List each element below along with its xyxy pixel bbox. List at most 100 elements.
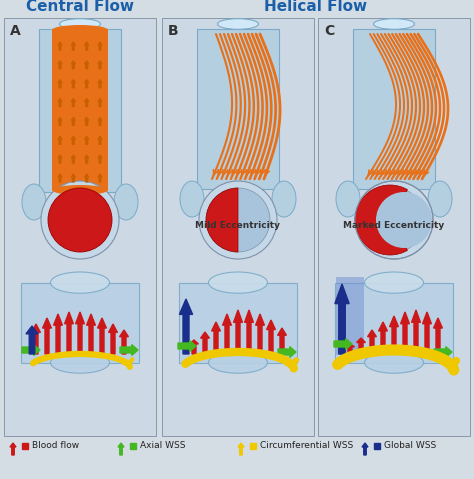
FancyArrow shape	[119, 330, 128, 354]
FancyArrow shape	[356, 338, 365, 354]
FancyArrow shape	[98, 80, 102, 88]
Bar	[336, 277, 364, 355]
Circle shape	[48, 188, 112, 252]
FancyArrow shape	[278, 328, 286, 354]
Text: Mild Eccentricity: Mild Eccentricity	[195, 221, 281, 230]
FancyArrow shape	[211, 322, 220, 354]
Ellipse shape	[60, 187, 100, 197]
Ellipse shape	[336, 181, 360, 217]
FancyArrow shape	[71, 155, 75, 163]
FancyArrow shape	[179, 299, 192, 354]
Bar	[52, 30, 108, 190]
FancyArrow shape	[58, 61, 62, 69]
Bar	[318, 18, 470, 436]
FancyArrow shape	[22, 344, 40, 355]
FancyArrow shape	[379, 322, 387, 354]
FancyArrow shape	[58, 117, 62, 125]
Circle shape	[376, 192, 432, 248]
FancyArrow shape	[109, 324, 118, 354]
Ellipse shape	[22, 184, 46, 220]
FancyArrow shape	[71, 174, 75, 182]
FancyArrow shape	[26, 326, 38, 354]
FancyArrow shape	[10, 443, 16, 455]
FancyArrow shape	[85, 42, 89, 50]
FancyArrow shape	[98, 155, 102, 163]
Bar	[162, 18, 314, 436]
FancyArrow shape	[87, 314, 95, 354]
FancyArrow shape	[434, 318, 442, 354]
Ellipse shape	[197, 198, 279, 216]
FancyArrow shape	[178, 341, 196, 352]
Circle shape	[41, 181, 119, 259]
Text: B: B	[168, 24, 179, 38]
FancyArrow shape	[58, 99, 62, 106]
FancyArrow shape	[118, 443, 124, 455]
Bar	[22, 443, 28, 449]
FancyArrow shape	[64, 312, 73, 354]
FancyArrow shape	[223, 314, 231, 354]
Text: Helical Flow: Helical Flow	[264, 0, 367, 14]
FancyArrow shape	[71, 99, 75, 106]
Ellipse shape	[272, 181, 296, 217]
Text: C: C	[324, 24, 334, 38]
Ellipse shape	[209, 352, 267, 373]
FancyArrow shape	[245, 310, 254, 354]
FancyArrow shape	[190, 340, 199, 354]
FancyArrow shape	[255, 314, 264, 354]
Ellipse shape	[114, 184, 138, 220]
Bar	[353, 29, 435, 189]
FancyArrow shape	[58, 137, 62, 144]
Wedge shape	[206, 188, 238, 252]
Ellipse shape	[365, 352, 423, 373]
FancyArrow shape	[390, 316, 399, 354]
Ellipse shape	[52, 25, 108, 35]
FancyArrow shape	[43, 318, 51, 354]
FancyArrow shape	[85, 174, 89, 182]
FancyArrow shape	[362, 443, 368, 455]
FancyArrow shape	[98, 61, 102, 69]
FancyArrow shape	[58, 155, 62, 163]
Circle shape	[355, 181, 433, 259]
FancyArrow shape	[58, 174, 62, 182]
FancyArrow shape	[32, 324, 40, 354]
Ellipse shape	[39, 201, 121, 219]
Text: Blood flow: Blood flow	[32, 442, 79, 451]
FancyArrow shape	[98, 99, 102, 106]
Ellipse shape	[51, 272, 109, 293]
Bar	[250, 443, 256, 449]
Bar	[179, 283, 297, 363]
Text: Global WSS: Global WSS	[384, 442, 436, 451]
FancyArrow shape	[71, 42, 75, 50]
Text: Circumferential WSS: Circumferential WSS	[260, 442, 353, 451]
FancyArrow shape	[71, 80, 75, 88]
FancyArrow shape	[85, 117, 89, 125]
Text: A: A	[10, 24, 21, 38]
FancyArrow shape	[85, 61, 89, 69]
Text: Marked Eccentricity: Marked Eccentricity	[343, 221, 445, 230]
FancyArrow shape	[71, 61, 75, 69]
Circle shape	[362, 188, 426, 252]
Circle shape	[206, 188, 270, 252]
FancyArrow shape	[411, 310, 420, 354]
Bar	[4, 18, 156, 436]
Ellipse shape	[365, 272, 423, 293]
FancyArrow shape	[201, 332, 210, 354]
Ellipse shape	[51, 352, 109, 373]
FancyArrow shape	[368, 330, 376, 354]
Bar	[21, 283, 139, 363]
FancyArrow shape	[401, 312, 410, 354]
Ellipse shape	[218, 183, 258, 194]
FancyArrow shape	[266, 320, 275, 354]
Ellipse shape	[374, 183, 414, 194]
FancyArrow shape	[434, 347, 452, 357]
Ellipse shape	[180, 181, 204, 217]
FancyArrow shape	[98, 42, 102, 50]
FancyArrow shape	[98, 318, 106, 354]
FancyArrow shape	[234, 310, 242, 354]
Ellipse shape	[353, 198, 435, 216]
Wedge shape	[355, 185, 408, 255]
FancyArrow shape	[98, 117, 102, 125]
Bar	[197, 29, 279, 189]
Text: Axial WSS: Axial WSS	[140, 442, 185, 451]
Bar	[335, 283, 453, 363]
